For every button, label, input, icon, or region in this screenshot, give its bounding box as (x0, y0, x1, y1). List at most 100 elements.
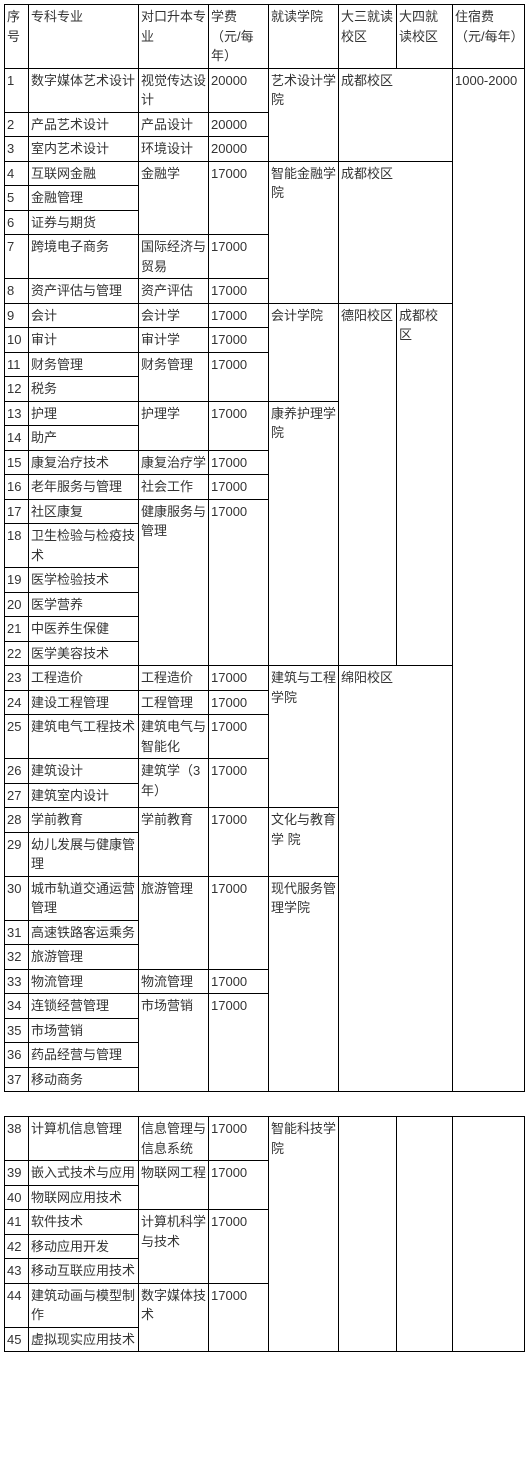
major: 学前教育 (29, 808, 139, 833)
college: 艺术设计学院 (269, 68, 339, 161)
fee: 17000 (209, 279, 269, 304)
fee: 17000 (209, 690, 269, 715)
campus3 (339, 1117, 397, 1352)
college: 建筑与工程学院 (269, 666, 339, 808)
seq: 45 (5, 1327, 29, 1352)
major: 财务管理 (29, 352, 139, 377)
seq: 13 (5, 401, 29, 426)
major: 跨境电子商务 (29, 235, 139, 279)
major: 互联网金融 (29, 161, 139, 186)
seq: 21 (5, 617, 29, 642)
major: 护理 (29, 401, 139, 426)
seq: 25 (5, 715, 29, 759)
majors-table-2: 38 计算机信息管理 信息管理与信息系统 17000 智能科技学院 39 嵌入式… (4, 1116, 525, 1352)
major: 高速铁路客运乘务 (29, 920, 139, 945)
hdr-seq: 序号 (5, 5, 29, 69)
fee: 17000 (209, 475, 269, 500)
major: 康复治疗技术 (29, 450, 139, 475)
major: 软件技术 (29, 1210, 139, 1235)
seq: 35 (5, 1018, 29, 1043)
fee: 17000 (209, 328, 269, 353)
seq: 40 (5, 1185, 29, 1210)
upgrade: 护理学 (139, 401, 209, 450)
college: 文化与教育学 院 (269, 808, 339, 877)
seq: 24 (5, 690, 29, 715)
upgrade: 计算机科学与技术 (139, 1210, 209, 1284)
major: 连锁经营管理 (29, 994, 139, 1019)
fee: 17000 (209, 759, 269, 808)
seq: 7 (5, 235, 29, 279)
seq: 44 (5, 1283, 29, 1327)
seq: 37 (5, 1067, 29, 1092)
hdr-college: 就读学院 (269, 5, 339, 69)
seq: 9 (5, 303, 29, 328)
fee: 17000 (209, 808, 269, 877)
major: 金融管理 (29, 186, 139, 211)
major: 移动商务 (29, 1067, 139, 1092)
hdr-major: 专科专业 (29, 5, 139, 69)
seq: 3 (5, 137, 29, 162)
major: 医学美容技术 (29, 641, 139, 666)
major: 助产 (29, 426, 139, 451)
upgrade: 信息管理与信息系统 (139, 1117, 209, 1161)
table-row: 38 计算机信息管理 信息管理与信息系统 17000 智能科技学院 (5, 1117, 525, 1161)
campus: 成都校区 (339, 68, 453, 161)
seq: 41 (5, 1210, 29, 1235)
college: 会计学院 (269, 303, 339, 401)
fee: 17000 (209, 401, 269, 450)
major: 医学检验技术 (29, 568, 139, 593)
seq: 36 (5, 1043, 29, 1068)
campus3: 德阳校区 (339, 303, 397, 666)
major: 卫生检验与检疫技术 (29, 524, 139, 568)
seq: 12 (5, 377, 29, 402)
header-row: 序号 专科专业 对口升本专业 学费（元/每年） 就读学院 大三就读校区 大四就读… (5, 5, 525, 69)
upgrade: 会计学 (139, 303, 209, 328)
fee: 17000 (209, 876, 269, 969)
fee: 17000 (209, 352, 269, 401)
upgrade: 工程造价 (139, 666, 209, 691)
upgrade: 资产评估 (139, 279, 209, 304)
hdr-campus4: 大四就读校区 (397, 5, 453, 69)
upgrade: 财务管理 (139, 352, 209, 401)
seq: 30 (5, 876, 29, 920)
college: 康养护理学院 (269, 401, 339, 666)
major: 移动应用开发 (29, 1234, 139, 1259)
seq: 34 (5, 994, 29, 1019)
upgrade: 健康服务与管理 (139, 499, 209, 666)
table-row: 9 会计 会计学 17000 会计学院 德阳校区 成都校区 (5, 303, 525, 328)
major: 建设工程管理 (29, 690, 139, 715)
major: 建筑电气工程技术 (29, 715, 139, 759)
major: 税务 (29, 377, 139, 402)
seq: 19 (5, 568, 29, 593)
fee: 17000 (209, 1283, 269, 1352)
seq: 31 (5, 920, 29, 945)
fee: 20000 (209, 137, 269, 162)
seq: 15 (5, 450, 29, 475)
upgrade: 数字媒体技术 (139, 1283, 209, 1352)
seq: 29 (5, 832, 29, 876)
fee: 20000 (209, 68, 269, 112)
major: 资产评估与管理 (29, 279, 139, 304)
major: 建筑设计 (29, 759, 139, 784)
fee: 17000 (209, 499, 269, 666)
upgrade: 建筑电气与智能化 (139, 715, 209, 759)
hdr-campus3: 大三就读校区 (339, 5, 397, 69)
fee: 17000 (209, 1161, 269, 1210)
campus: 绵阳校区 (339, 666, 453, 1092)
major: 室内艺术设计 (29, 137, 139, 162)
upgrade: 建筑学（3年） (139, 759, 209, 808)
campus4 (397, 1117, 453, 1352)
major: 老年服务与管理 (29, 475, 139, 500)
seq: 23 (5, 666, 29, 691)
table-row: 23 工程造价 工程造价 17000 建筑与工程学院 绵阳校区 (5, 666, 525, 691)
fee: 17000 (209, 666, 269, 691)
major: 城市轨道交通运营管理 (29, 876, 139, 920)
major: 嵌入式技术与应用 (29, 1161, 139, 1186)
upgrade: 康复治疗学 (139, 450, 209, 475)
campus: 成都校区 (339, 161, 453, 303)
seq: 14 (5, 426, 29, 451)
major: 计算机信息管理 (29, 1117, 139, 1161)
seq: 6 (5, 210, 29, 235)
seq: 11 (5, 352, 29, 377)
major: 证券与期货 (29, 210, 139, 235)
